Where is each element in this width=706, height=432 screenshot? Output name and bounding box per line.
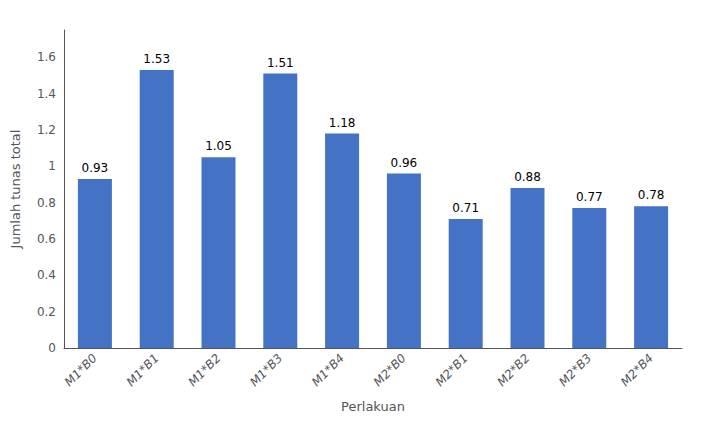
svg-text:M2*B2: M2*B2 xyxy=(494,351,532,389)
svg-text:M1*B4: M1*B4 xyxy=(309,351,347,389)
svg-text:M2*B0: M2*B0 xyxy=(371,351,409,389)
svg-text:Perlakuan: Perlakuan xyxy=(341,399,405,414)
svg-text:0.2: 0.2 xyxy=(37,305,56,319)
svg-text:0.6: 0.6 xyxy=(37,232,56,246)
svg-text:1: 1 xyxy=(48,159,56,173)
svg-text:M1*B3: M1*B3 xyxy=(247,351,285,389)
svg-text:1.2: 1.2 xyxy=(37,123,56,137)
svg-text:M2*B4: M2*B4 xyxy=(618,351,656,389)
svg-text:1.18: 1.18 xyxy=(329,116,356,130)
svg-text:M1*B1: M1*B1 xyxy=(124,351,162,389)
svg-text:0.93: 0.93 xyxy=(82,161,109,175)
svg-text:0.88: 0.88 xyxy=(514,170,541,184)
svg-text:1.4: 1.4 xyxy=(37,87,56,101)
svg-text:0.71: 0.71 xyxy=(452,201,479,215)
svg-text:0: 0 xyxy=(48,341,56,355)
svg-text:1.51: 1.51 xyxy=(267,56,294,70)
svg-text:1.53: 1.53 xyxy=(143,52,170,66)
svg-text:0.78: 0.78 xyxy=(638,188,665,202)
svg-text:M1*B0: M1*B0 xyxy=(62,351,100,389)
svg-text:M1*B2: M1*B2 xyxy=(185,351,223,389)
svg-text:Jumlah tunas total: Jumlah tunas total xyxy=(8,130,23,250)
svg-text:0.96: 0.96 xyxy=(391,156,418,170)
svg-text:M2*B3: M2*B3 xyxy=(556,351,594,389)
svg-text:1.05: 1.05 xyxy=(205,139,232,153)
svg-text:0.8: 0.8 xyxy=(37,196,56,210)
svg-text:1.6: 1.6 xyxy=(37,50,56,64)
svg-text:0.4: 0.4 xyxy=(37,268,56,282)
svg-text:0.77: 0.77 xyxy=(576,190,603,204)
svg-text:M2*B1: M2*B1 xyxy=(433,351,471,389)
